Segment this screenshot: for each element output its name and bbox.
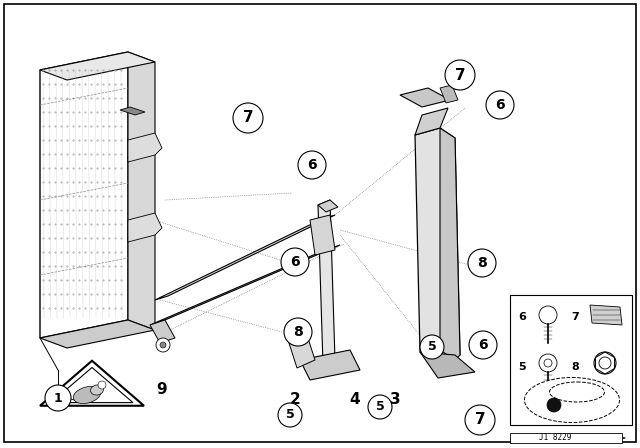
Text: 4: 4 [349, 392, 360, 408]
Polygon shape [318, 200, 335, 365]
Polygon shape [440, 128, 460, 360]
Text: 7: 7 [571, 312, 579, 322]
Circle shape [278, 403, 302, 427]
Circle shape [469, 331, 497, 359]
Circle shape [486, 91, 514, 119]
Polygon shape [128, 52, 155, 330]
Polygon shape [40, 320, 155, 348]
Text: 8: 8 [571, 362, 579, 372]
Polygon shape [400, 88, 450, 107]
Text: 5: 5 [428, 340, 436, 353]
Polygon shape [128, 133, 162, 162]
Circle shape [284, 318, 312, 346]
Polygon shape [318, 200, 338, 212]
Text: 6: 6 [495, 98, 505, 112]
Polygon shape [120, 107, 145, 115]
Ellipse shape [74, 387, 100, 404]
Circle shape [539, 354, 557, 372]
Polygon shape [440, 85, 458, 103]
Text: J1 8229: J1 8229 [539, 434, 571, 443]
Polygon shape [150, 245, 340, 325]
Ellipse shape [90, 385, 104, 395]
Circle shape [468, 249, 496, 277]
Circle shape [156, 338, 170, 352]
Circle shape [465, 405, 495, 435]
Polygon shape [415, 108, 448, 135]
Polygon shape [415, 128, 460, 362]
Circle shape [445, 60, 475, 90]
Text: 6: 6 [290, 255, 300, 269]
Polygon shape [40, 52, 128, 338]
Text: 6: 6 [307, 158, 317, 172]
Circle shape [420, 335, 444, 359]
Ellipse shape [525, 378, 620, 422]
Polygon shape [40, 361, 144, 406]
Text: 3: 3 [390, 392, 400, 408]
Text: 5: 5 [376, 401, 385, 414]
Ellipse shape [550, 382, 605, 402]
Polygon shape [288, 332, 315, 368]
Text: 7: 7 [454, 68, 465, 82]
Polygon shape [155, 215, 335, 300]
Circle shape [98, 381, 106, 389]
Text: 7: 7 [475, 413, 485, 427]
Text: 5: 5 [285, 409, 294, 422]
Circle shape [368, 395, 392, 419]
Text: 9: 9 [157, 383, 167, 397]
Polygon shape [40, 52, 155, 80]
Circle shape [547, 398, 561, 412]
Circle shape [281, 248, 309, 276]
Polygon shape [590, 305, 622, 325]
Circle shape [45, 385, 71, 411]
Circle shape [160, 342, 166, 348]
Circle shape [599, 357, 611, 369]
Circle shape [298, 151, 326, 179]
Text: 7: 7 [243, 111, 253, 125]
Text: 6: 6 [478, 338, 488, 352]
Bar [510, 295, 632, 425]
Polygon shape [128, 213, 162, 242]
Circle shape [594, 352, 616, 374]
Circle shape [233, 103, 263, 133]
Polygon shape [300, 350, 360, 380]
Circle shape [539, 306, 557, 324]
Polygon shape [420, 352, 475, 378]
Text: 1: 1 [54, 392, 62, 405]
Text: 8: 8 [477, 256, 487, 270]
Text: 8: 8 [293, 325, 303, 339]
Polygon shape [150, 320, 175, 343]
Circle shape [544, 359, 552, 367]
Text: 6: 6 [518, 312, 526, 322]
Polygon shape [310, 215, 335, 255]
Text: 5: 5 [518, 362, 526, 372]
Bar [510, 433, 622, 443]
Text: 2: 2 [290, 392, 300, 408]
